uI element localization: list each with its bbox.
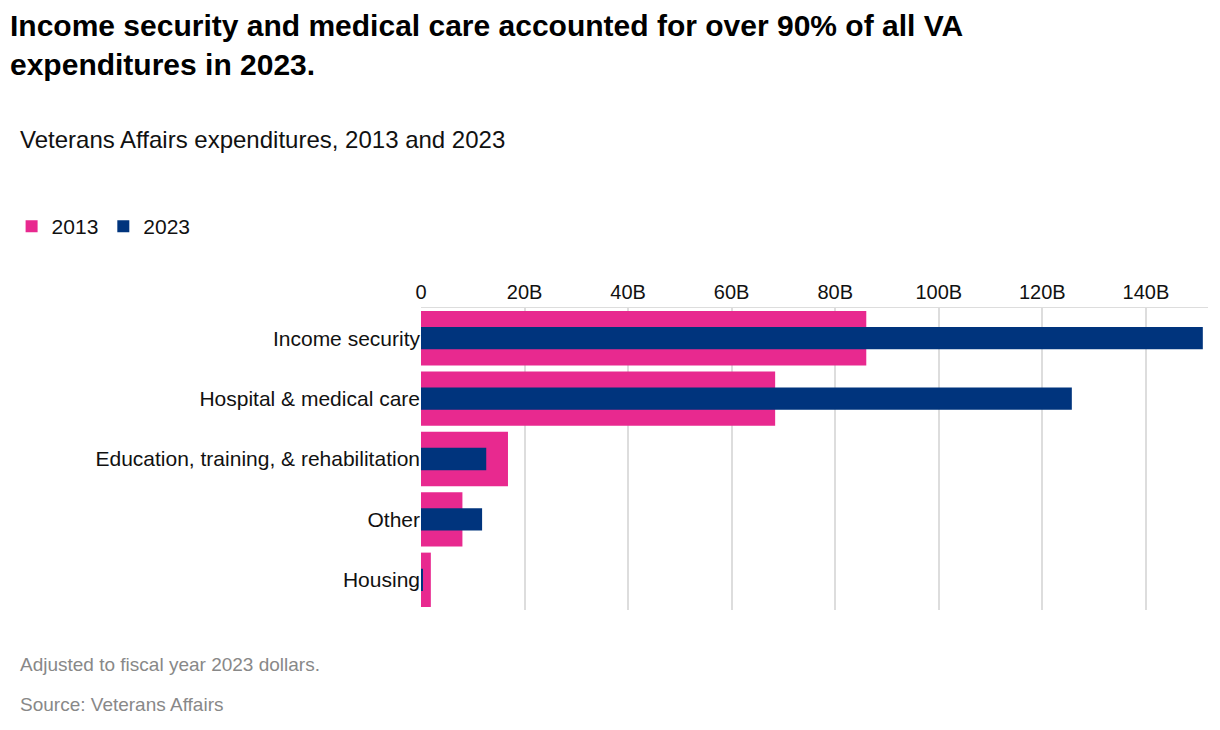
svg-text:Hospital & medical care: Hospital & medical care <box>199 387 420 410</box>
svg-text:2023: 2023 <box>143 215 190 238</box>
svg-text:40B: 40B <box>610 281 646 303</box>
svg-text:Veterans Affairs expenditures,: Veterans Affairs expenditures, 2013 and … <box>20 126 505 153</box>
svg-text:120B: 120B <box>1019 281 1066 303</box>
svg-text:Source: Veterans Affairs: Source: Veterans Affairs <box>20 694 224 715</box>
svg-text:80B: 80B <box>817 281 853 303</box>
svg-text:20B: 20B <box>507 281 543 303</box>
svg-text:100B: 100B <box>915 281 962 303</box>
svg-text:140B: 140B <box>1123 281 1170 303</box>
svg-text:Income security and medical ca: Income security and medical care account… <box>10 9 963 81</box>
svg-text:60B: 60B <box>714 281 750 303</box>
svg-text:2013: 2013 <box>52 215 99 238</box>
svg-text:Adjusted to fiscal year 2023 d: Adjusted to fiscal year 2023 dollars. <box>20 654 320 675</box>
svg-text:0: 0 <box>415 281 426 303</box>
svg-text:Income security: Income security <box>273 327 421 350</box>
svg-text:Housing: Housing <box>343 568 420 591</box>
svg-text:Other: Other <box>367 508 420 531</box>
svg-text:Education, training, & rehabil: Education, training, & rehabilitation <box>95 447 420 470</box>
